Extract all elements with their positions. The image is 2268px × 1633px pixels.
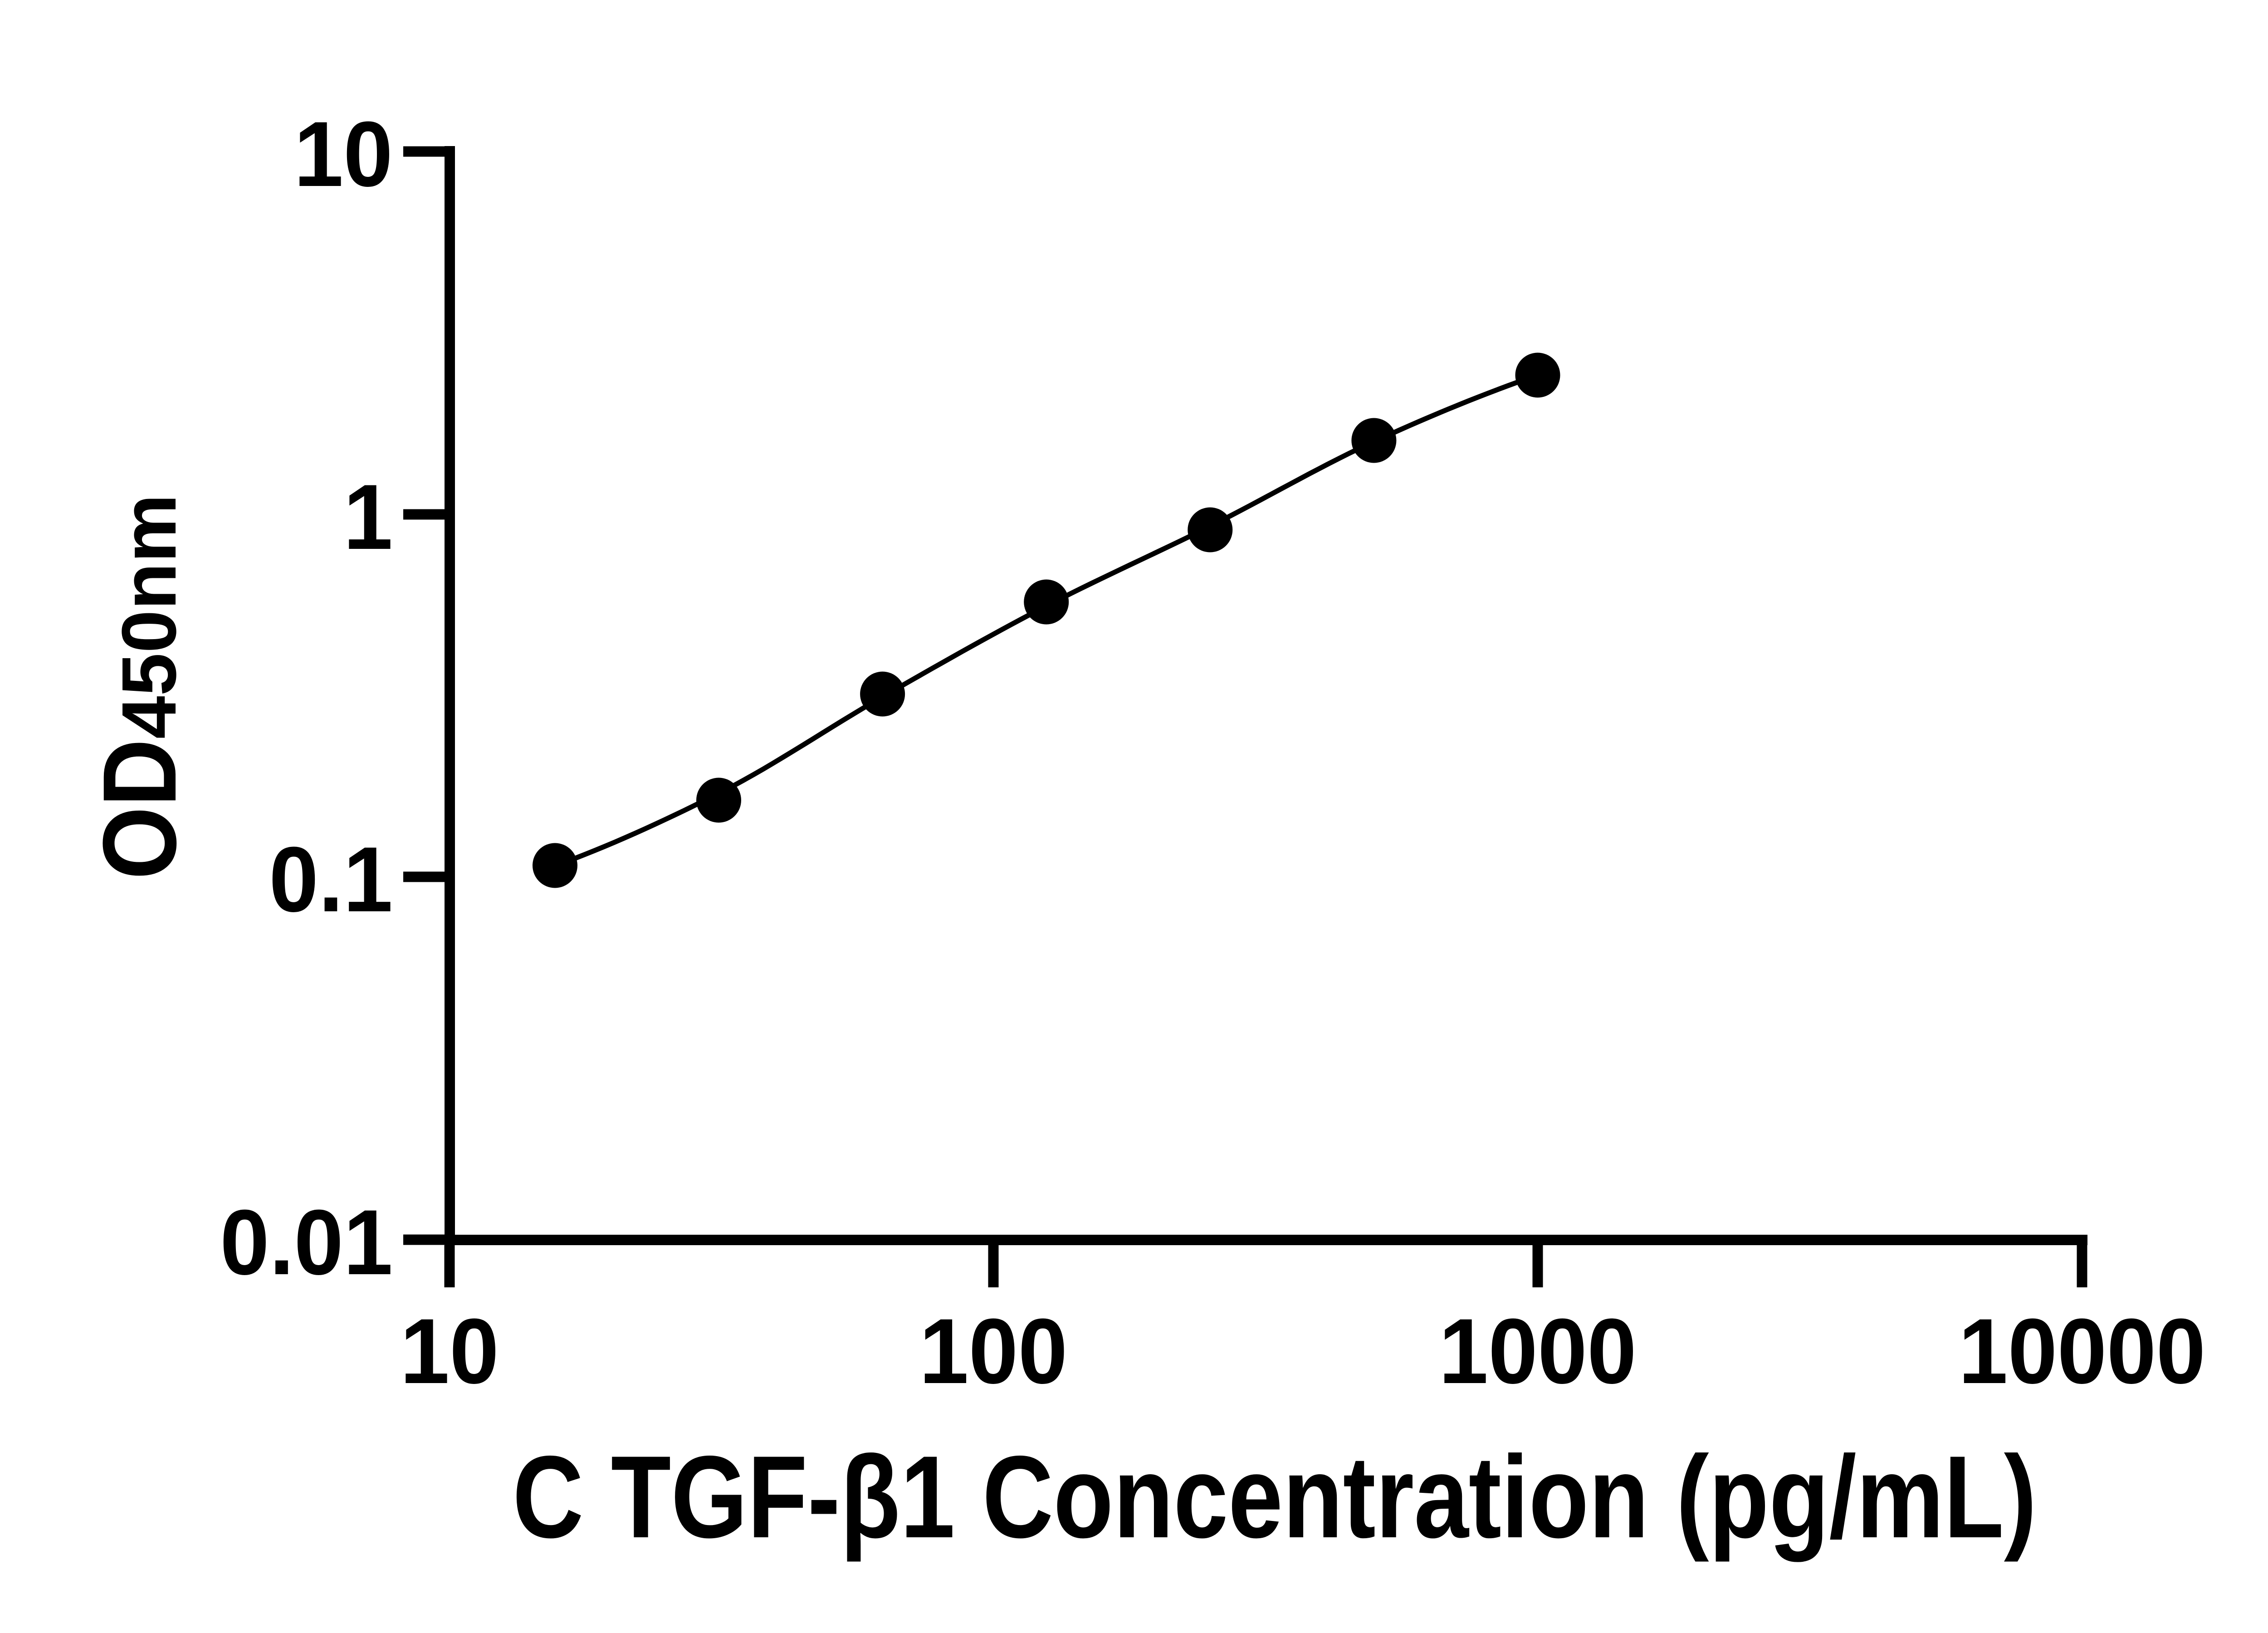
svg-text:OD: OD: [81, 739, 198, 880]
svg-text:450nm: 450nm: [106, 494, 192, 739]
svg-text:10000: 10000: [1959, 1300, 2206, 1403]
svg-text:0.01: 0.01: [220, 1191, 393, 1294]
svg-text:C TGF-β1 Concentration (pg/mL): C TGF-β1 Concentration (pg/mL): [513, 1431, 2037, 1563]
svg-text:1000: 1000: [1439, 1300, 1637, 1403]
svg-text:10: 10: [294, 103, 393, 206]
svg-text:0.1: 0.1: [269, 828, 393, 931]
svg-text:100: 100: [919, 1300, 1068, 1403]
svg-text:10: 10: [400, 1300, 499, 1403]
svg-text:1: 1: [343, 465, 393, 569]
